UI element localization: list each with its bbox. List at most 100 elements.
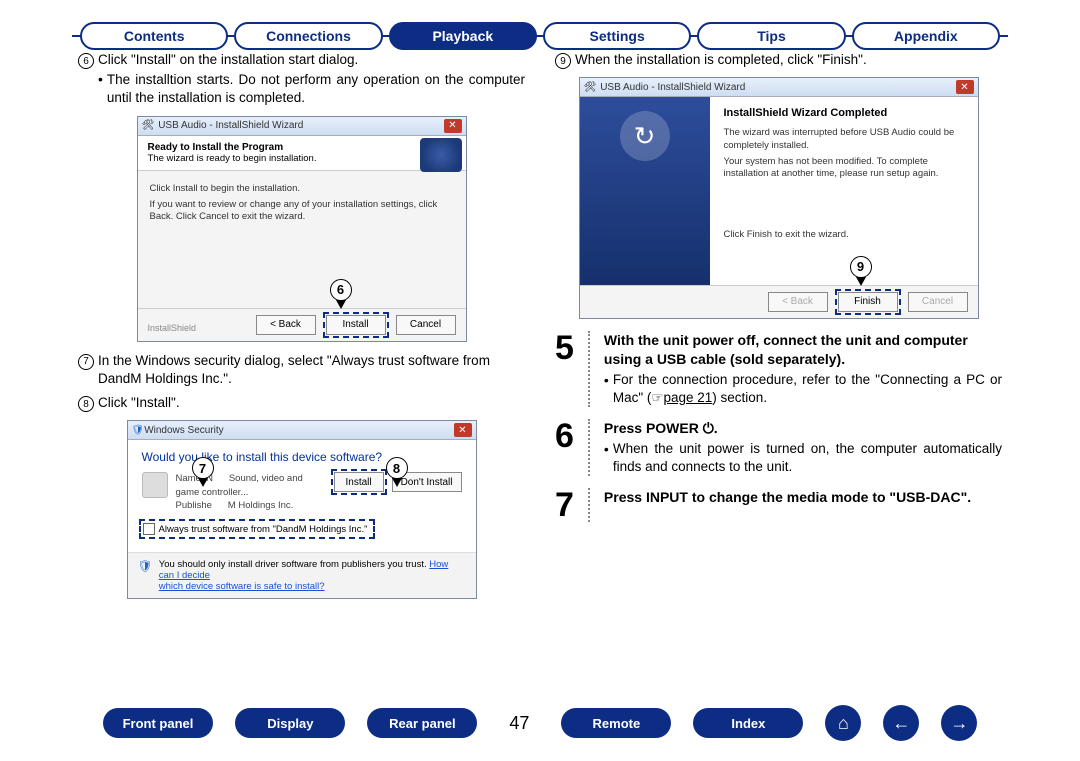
sec-shield-icon: 🛡	[132, 425, 145, 436]
step-7: 7 In the Windows security dialog, select…	[78, 352, 525, 388]
step-6-bullet-text: The installtion starts. Do not perform a…	[107, 71, 525, 107]
bigstep-5-sub: For the connection procedure, refer to t…	[613, 371, 1002, 407]
bigstep-6-num: 6	[555, 419, 590, 476]
pill-front-panel[interactable]: Front panel	[103, 708, 214, 738]
pill-rear-panel[interactable]: Rear panel	[367, 708, 477, 738]
dlg1-title: USB Audio - InstallShield Wizard	[158, 120, 439, 131]
sec-close-icon[interactable]: ✕	[454, 423, 472, 437]
dlg1-back-button[interactable]: < Back	[256, 315, 316, 335]
step-num-9: 9	[555, 53, 571, 69]
step-8-text: Click "Install".	[98, 394, 180, 412]
bigstep-6-headline: Press POWER ⏻.	[604, 419, 1002, 438]
dlg2-finish-button[interactable]: Finish	[838, 292, 898, 312]
bigstep-6: 6 Press POWER ⏻. When the unit power is …	[555, 419, 1002, 476]
dlg2-heading: InstallShield Wizard Completed	[724, 107, 964, 119]
step-6: 6 Click "Install" on the installation st…	[78, 51, 525, 69]
next-page-icon[interactable]: →	[941, 705, 977, 741]
callout-8-bubble: 8	[386, 457, 408, 479]
sec-footer: 🛡 You should only install driver softwar…	[128, 552, 476, 598]
install-dialog-1: 🛠 USB Audio - InstallShield Wizard ✕ Rea…	[137, 116, 467, 342]
pill-remote[interactable]: Remote	[561, 708, 671, 738]
step-num-6: 6	[78, 53, 94, 69]
bigstep-7-num: 7	[555, 488, 590, 522]
dlg1-banner-title: Ready to Install the Program	[148, 142, 284, 153]
step-7-text: In the Windows security dialog, select "…	[98, 352, 525, 388]
right-column: 9 When the installation is completed, cl…	[555, 45, 1002, 603]
step-6-text: Click "Install" on the installation star…	[98, 51, 358, 69]
dlg1-footer: InstallShield < Back Install Cancel	[138, 308, 466, 341]
dlg2-content: InstallShield Wizard Completed The wizar…	[710, 97, 978, 285]
dlg1-cancel-button[interactable]: Cancel	[396, 315, 456, 335]
sec-trust-row: Always trust software from "DandM Holdin…	[142, 522, 462, 536]
callout-8-arrow-icon	[392, 478, 402, 487]
dlg2-title: USB Audio - InstallShield Wizard	[600, 82, 951, 93]
sec-question: Would you like to install this device so…	[142, 450, 462, 464]
install-dialog-2: 🛠 USB Audio - InstallShield Wizard ✕ ↻ I…	[579, 77, 979, 319]
dlg1-body-line1: Click Install to begin the installation.	[150, 183, 454, 195]
dlg2-footer: < Back Finish Cancel	[580, 285, 978, 318]
callout-6-bubble: 6	[330, 279, 352, 301]
dlg1-install-button[interactable]: Install	[326, 315, 386, 335]
dlg1-body: Click Install to begin the installation.…	[138, 171, 466, 308]
dlg1-titlebar: 🛠 USB Audio - InstallShield Wizard ✕	[138, 117, 466, 136]
step-6-bullet: The installtion starts. Do not perform a…	[98, 71, 525, 107]
bigstep-5-sub-tail: ) section.	[712, 390, 767, 405]
dlg2-p2: Your system has not been modified. To co…	[724, 156, 964, 181]
bigstep-5: 5 With the unit power off, connect the u…	[555, 331, 1002, 407]
tab-tips[interactable]: Tips	[697, 22, 845, 50]
dlg1-close-icon[interactable]: ✕	[444, 119, 462, 133]
tab-settings[interactable]: Settings	[543, 22, 691, 50]
callout-7-arrow-icon	[198, 478, 208, 487]
home-icon[interactable]: ⌂	[825, 705, 861, 741]
sec-install-button[interactable]: Install	[334, 472, 384, 492]
callout-9-arrow-icon	[856, 277, 866, 286]
step-num-8: 8	[78, 396, 94, 412]
pill-display[interactable]: Display	[235, 708, 345, 738]
dlg2-close-icon[interactable]: ✕	[956, 80, 974, 94]
callout-7-bubble: 7	[192, 457, 214, 479]
sec-titlebar: 🛡 Windows Security ✕	[128, 421, 476, 440]
step-9-text: When the installation is completed, clic…	[575, 51, 867, 69]
dlg1-body-line2: If you want to review or change any of y…	[150, 199, 454, 224]
dlg1-installshield-label: InstallShield	[148, 323, 197, 333]
callout-6: 6	[330, 279, 352, 309]
sec-footer-text: You should only install driver software …	[159, 559, 466, 592]
sec-body: Would you like to install this device so…	[128, 440, 476, 552]
tab-connections[interactable]: Connections	[234, 22, 382, 50]
callout-9: 9	[850, 256, 872, 286]
dlg2-titlebar: 🛠 USB Audio - InstallShield Wizard ✕	[580, 78, 978, 97]
sec-title: Windows Security	[144, 425, 453, 436]
dlg2-p1: The wizard was interrupted before USB Au…	[724, 127, 964, 152]
top-tab-nav: Contents Connections Playback Settings T…	[0, 0, 1080, 50]
dlg2-cancel-button: Cancel	[908, 292, 968, 312]
dlg1-banner: Ready to Install the Program The wizard …	[138, 136, 466, 171]
dlg2-back-button: < Back	[768, 292, 828, 312]
callout-6-arrow-icon	[336, 300, 346, 309]
prev-page-icon[interactable]: ←	[883, 705, 919, 741]
sec-trust-checkbox[interactable]	[143, 523, 155, 535]
dlg2-side-art: ↻	[580, 97, 710, 285]
dlg2-app-icon: 🛠	[584, 82, 597, 93]
security-dialog: 🛡 Windows Security ✕ Would you like to i…	[127, 420, 477, 599]
sec-footer-link2[interactable]: which device software is safe to install…	[159, 581, 325, 592]
dlg2-p3: Click Finish to exit the wizard.	[724, 229, 964, 241]
bigstep-7-headline: Press INPUT to change the media mode to …	[604, 488, 1002, 507]
pill-index[interactable]: Index	[693, 708, 803, 738]
dlg1-app-icon: 🛠	[142, 120, 155, 131]
tab-appendix[interactable]: Appendix	[852, 22, 1000, 50]
dlg1-brand-art	[420, 138, 462, 172]
tab-playback[interactable]: Playback	[389, 22, 537, 50]
callout-9-bubble: 9	[850, 256, 872, 278]
bigstep-7: 7 Press INPUT to change the media mode t…	[555, 488, 1002, 522]
step-num-7: 7	[78, 354, 94, 370]
bigstep-5-num: 5	[555, 331, 590, 407]
left-column: 6 Click "Install" on the installation st…	[78, 45, 525, 603]
step-8: 8 Click "Install".	[78, 394, 525, 412]
bigstep-5-headline: With the unit power off, connect the uni…	[604, 331, 1002, 369]
sec-pub-rest: M Holdings Inc.	[228, 500, 293, 511]
bottom-nav: Front panel Display Rear panel 47 Remote…	[0, 705, 1080, 741]
tab-contents[interactable]: Contents	[80, 22, 228, 50]
callout-7: 7	[192, 457, 214, 487]
sec-trust-checkbox-wrap[interactable]: Always trust software from "DandM Holdin…	[142, 522, 373, 536]
bigstep-5-pagelink[interactable]: page 21	[663, 390, 712, 405]
